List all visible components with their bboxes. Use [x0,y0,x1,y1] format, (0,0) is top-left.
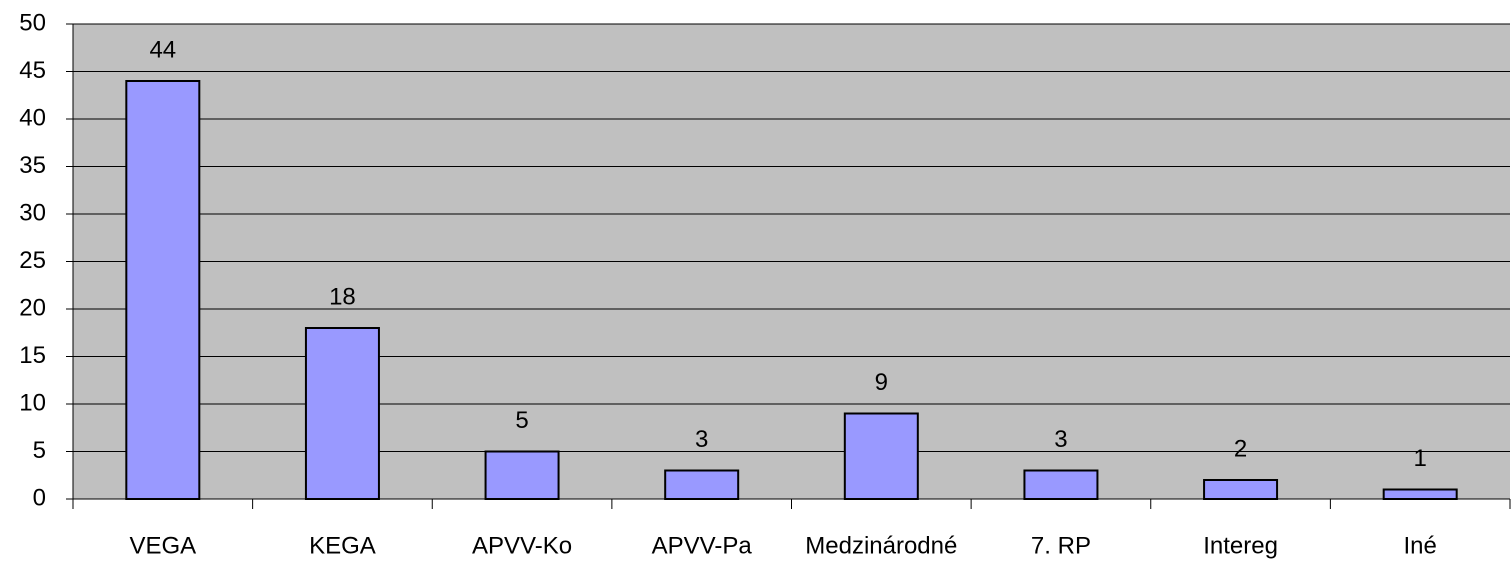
x-tick-label: 7. RP [1031,532,1091,559]
data-label: 3 [1054,426,1067,453]
data-label: 44 [149,36,176,63]
data-label: 18 [329,283,356,310]
data-label: 1 [1414,445,1427,472]
y-tick-label: 35 [19,152,46,179]
data-label: 3 [695,426,708,453]
bar [1382,488,1458,500]
bar [1023,469,1099,500]
y-tick-label: 45 [19,57,46,84]
x-tick-label: APVV-Pa [652,532,753,559]
y-tick-label: 15 [19,342,46,369]
y-tick-label: 40 [19,104,46,131]
y-tick-label: 0 [33,484,46,511]
bar [664,469,740,500]
y-tick-label: 50 [19,9,46,36]
bar [1203,479,1279,500]
data-label: 5 [515,407,528,434]
x-tick-label: APVV-Ko [472,532,572,559]
x-tick-label: Medzinárodné [805,532,957,559]
data-label: 9 [875,369,888,396]
x-tick-label: Iné [1404,532,1437,559]
y-tick-label: 30 [19,199,46,226]
bar [484,450,560,500]
y-tick-label: 10 [19,389,46,416]
y-tick-label: 25 [19,247,46,274]
x-tick-label: Intereg [1203,532,1278,559]
bar [304,327,380,500]
y-tick-label: 5 [33,437,46,464]
bar [843,412,919,500]
x-tick-label: VEGA [129,532,196,559]
x-tick-label: KEGA [309,532,376,559]
y-tick-label: 20 [19,294,46,321]
bar [125,80,201,500]
data-label: 2 [1234,435,1247,462]
